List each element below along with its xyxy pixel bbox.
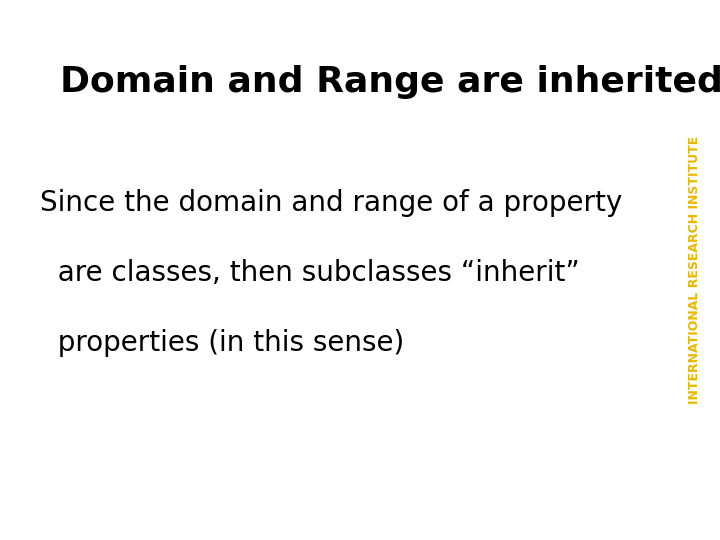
Text: properties (in this sense): properties (in this sense) (40, 329, 405, 357)
Text: INTERNATIONAL RESEARCH INSTITUTE: INTERNATIONAL RESEARCH INSTITUTE (688, 136, 701, 404)
Text: are classes, then subclasses “inherit”: are classes, then subclasses “inherit” (40, 259, 580, 287)
Text: Domain and Range are inherited: Domain and Range are inherited (60, 65, 720, 99)
Text: Since the domain and range of a property: Since the domain and range of a property (40, 189, 623, 217)
